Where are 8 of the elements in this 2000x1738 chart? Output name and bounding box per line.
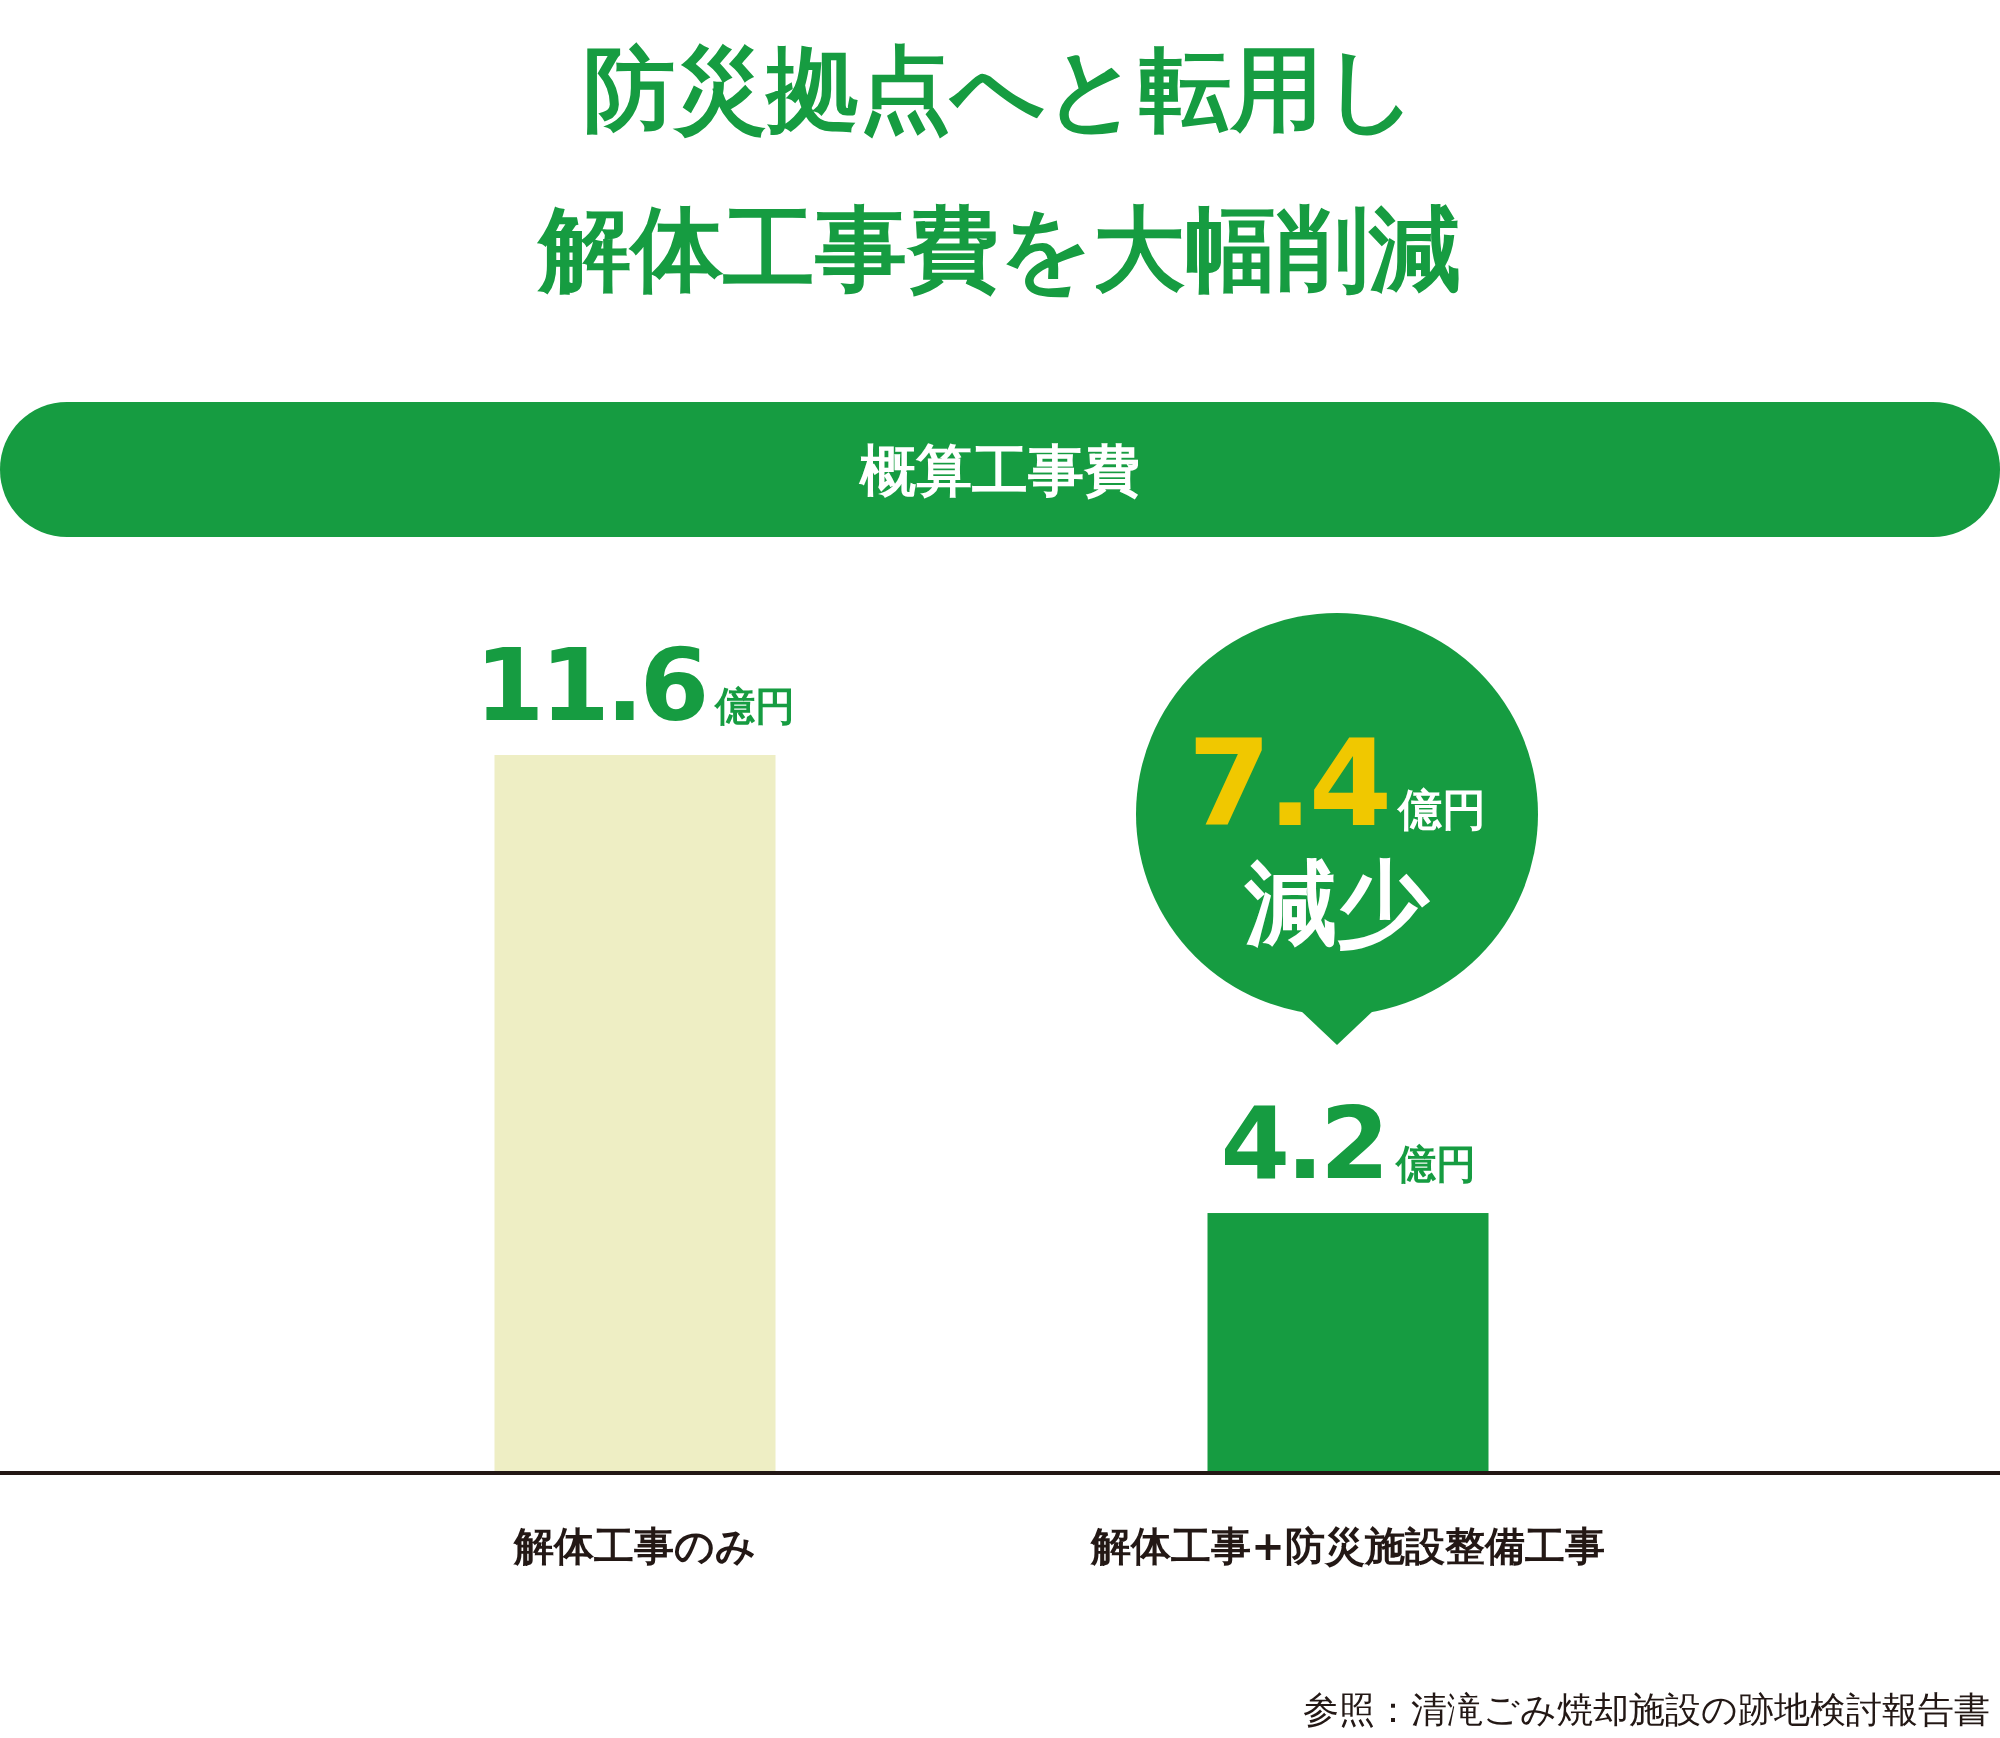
subtitle: 概算工事費 — [860, 438, 1140, 503]
annotation: 7.4億円 — [1187, 714, 1487, 853]
title: 防災拠点へと転用し解体工事費を大幅削減 — [536, 35, 1462, 305]
annotation: 減少 — [1245, 850, 1429, 957]
category: 解体工事のみ — [514, 1523, 756, 1569]
annotation: 参照：清滝ごみ焼却施設の跡地検討報告書 — [1303, 1689, 1990, 1730]
data-label: 11.6億円 — [474, 627, 796, 744]
category: 解体工事+防災施設整備工事 — [1091, 1523, 1605, 1569]
